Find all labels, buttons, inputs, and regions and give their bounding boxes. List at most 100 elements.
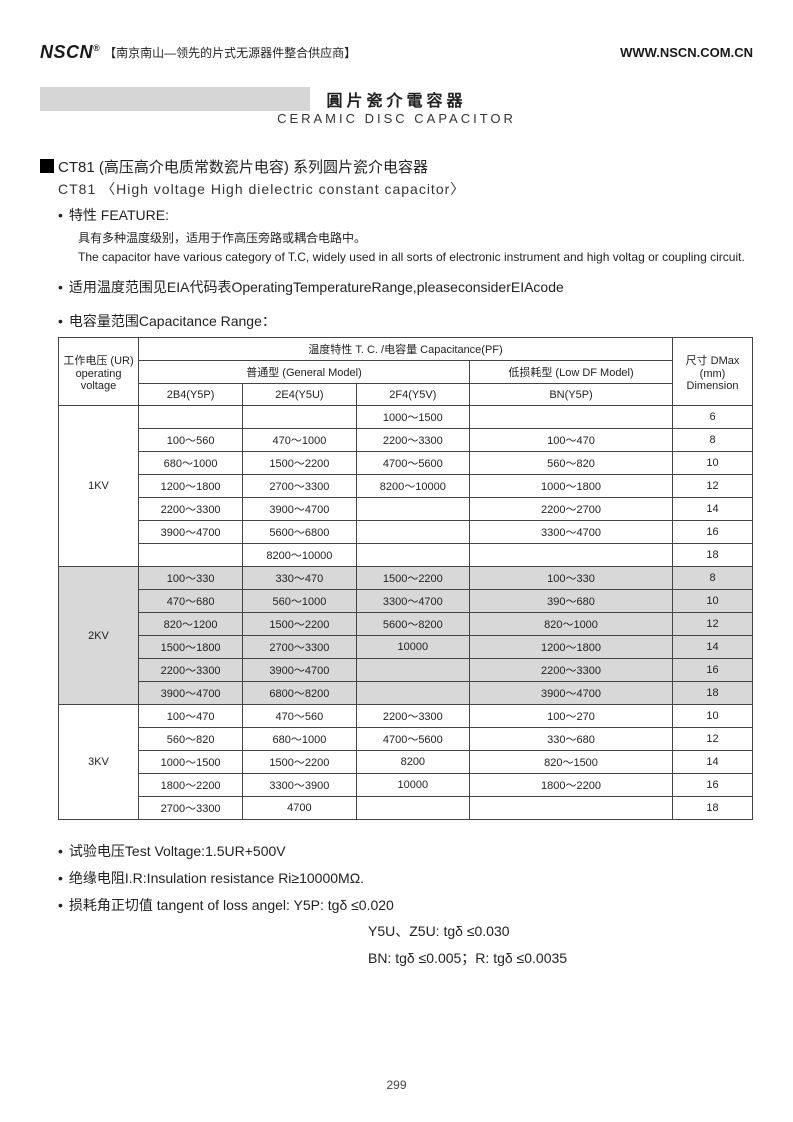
spec-tangent: •损耗角正切值 tangent of loss angel: Y5P: tgδ …	[58, 892, 753, 919]
table-cell	[356, 544, 469, 567]
table-cell: 680～1000	[139, 452, 243, 475]
th-voltage: 工作电压 (UR) operating voltage	[59, 338, 139, 406]
table-cell: 18	[673, 797, 753, 820]
feature-text-en: The capacitor have various category of T…	[78, 248, 753, 267]
table-cell: 18	[673, 682, 753, 705]
table-cell: 12	[673, 728, 753, 751]
spec-tangent1-text: 损耗角正切值 tangent of loss angel: Y5P: tgδ ≤…	[69, 892, 394, 919]
brand-block: NSCN® 【南京南山—领先的片式无源器件整合供应商】	[40, 42, 356, 63]
spec-tangent3-text: BN: tgδ ≤0.005；R: tgδ ≤0.0035	[368, 945, 753, 972]
table-cell: 820～1200	[139, 613, 243, 636]
table-cell: 1000～1500	[139, 751, 243, 774]
specs-block: •试验电压Test Voltage:1.5UR+500V •绝缘电阻I.R:In…	[58, 838, 753, 971]
table-cell	[470, 797, 673, 820]
table-cell: 3900～4700	[243, 498, 356, 521]
table-cell: 12	[673, 613, 753, 636]
table-cell: 1000～1800	[470, 475, 673, 498]
table-cell: 3900～4700	[139, 682, 243, 705]
voltage-cell: 2KV	[59, 567, 139, 705]
table-cell: 18	[673, 544, 753, 567]
title-cn: 圓片瓷介電容器	[40, 87, 753, 111]
table-cell: 8200～10000	[356, 475, 469, 498]
table-cell: 3300～4700	[470, 521, 673, 544]
table-cell: 560～820	[470, 452, 673, 475]
table-cell: 100～560	[139, 429, 243, 452]
voltage-cell: 3KV	[59, 705, 139, 820]
table-cell: 1200～1800	[470, 636, 673, 659]
brand-logo: NSCN®	[40, 42, 100, 63]
table-cell: 4700	[243, 797, 356, 820]
spec-insulation-text: 绝缘电阻I.R:Insulation resistance Ri≥10000MΩ…	[69, 865, 364, 892]
brand-url: WWW.NSCN.COM.CN	[620, 45, 753, 60]
bullet-dot: •	[58, 208, 63, 222]
table-cell: 2200～3300	[470, 659, 673, 682]
table-cell: 16	[673, 521, 753, 544]
table-cell: 470～680	[139, 590, 243, 613]
table-cell: 100～330	[470, 567, 673, 590]
table-cell: 2700～3300	[139, 797, 243, 820]
capacitance-table-block: 工作电压 (UR) operating voltage 温度特性 T. C. /…	[58, 337, 753, 820]
th-lowdf: 低损耗型 (Low DF Model)	[470, 361, 673, 384]
table-cell	[356, 682, 469, 705]
table-cell: 560～1000	[243, 590, 356, 613]
table-cell: 10000	[356, 774, 469, 797]
table-cell: 14	[673, 636, 753, 659]
table-cell: 1500～2200	[243, 751, 356, 774]
black-square-icon	[40, 159, 54, 173]
title-block: 圓片瓷介電容器 CERAMIC DISC CAPACITOR	[40, 87, 753, 126]
table-cell: 8	[673, 567, 753, 590]
voltage-cell: 1KV	[59, 406, 139, 567]
table-cell	[356, 797, 469, 820]
page-number: 299	[0, 1078, 793, 1092]
table-cell: 2200～3300	[356, 429, 469, 452]
spec-test-voltage: •试验电压Test Voltage:1.5UR+500V	[58, 838, 753, 865]
table-cell: 1200～1800	[139, 475, 243, 498]
cap-range-row: • 电容量范围Capacitance Range：	[58, 311, 753, 331]
table-cell: 8200	[356, 751, 469, 774]
feature-body: 具有多种温度级别，适用于作高压旁路或耦合电路中。 The capacitor h…	[78, 229, 753, 267]
th-c3: 2F4(Y5V)	[356, 384, 469, 406]
table-cell	[356, 521, 469, 544]
table-cell: 6800～8200	[243, 682, 356, 705]
th-c2: 2E4(Y5U)	[243, 384, 356, 406]
cap-range-label: 电容量范围Capacitance Range：	[69, 311, 276, 331]
table-cell: 1500～1800	[139, 636, 243, 659]
table-cell: 4700～5600	[356, 728, 469, 751]
th-c4: BN(Y5P)	[470, 384, 673, 406]
table-cell: 2200～2700	[470, 498, 673, 521]
feature-text-cn: 具有多种温度级别，适用于作高压旁路或耦合电路中。	[78, 229, 753, 248]
spec-tangent2-text: Y5U、Z5U: tgδ ≤0.030	[368, 918, 753, 945]
spec-insulation: •绝缘电阻I.R:Insulation resistance Ri≥10000M…	[58, 865, 753, 892]
table-cell: 1800～2200	[470, 774, 673, 797]
table-cell: 470～560	[243, 705, 356, 728]
table-cell: 3900～4700	[470, 682, 673, 705]
th-general: 普通型 (General Model)	[139, 361, 470, 384]
feature-label: 特性 FEATURE:	[69, 205, 169, 225]
table-cell	[356, 659, 469, 682]
brand-reg: ®	[93, 43, 100, 53]
table-cell: 2700～3300	[243, 636, 356, 659]
section-title-cn: CT81 (高压高介电质常数瓷片电容) 系列圆片瓷介电容器	[58, 156, 428, 177]
temp-range-text: 适用温度范围见EIA代码表OperatingTemperatureRange,p…	[69, 277, 564, 297]
table-cell: 3900～4700	[243, 659, 356, 682]
table-cell: 1500～2200	[356, 567, 469, 590]
table-cell	[356, 498, 469, 521]
table-cell: 2700～3300	[243, 475, 356, 498]
section-heading: CT81 (高压高介电质常数瓷片电容) 系列圆片瓷介电容器	[40, 156, 753, 177]
table-cell: 10	[673, 705, 753, 728]
table-cell: 820～1000	[470, 613, 673, 636]
table-cell: 680～1000	[243, 728, 356, 751]
table-cell: 3300～4700	[356, 590, 469, 613]
th-tc: 温度特性 T. C. /电容量 Capacitance(PF)	[139, 338, 673, 361]
page-header: NSCN® 【南京南山—领先的片式无源器件整合供应商】 WWW.NSCN.COM…	[40, 42, 753, 63]
table-cell	[470, 544, 673, 567]
table-cell: 100～270	[470, 705, 673, 728]
bullet-dot: •	[58, 280, 63, 294]
table-cell: 2200～3300	[139, 498, 243, 521]
title-en: CERAMIC DISC CAPACITOR	[40, 111, 753, 126]
table-cell: 1500～2200	[243, 452, 356, 475]
table-cell: 100～330	[139, 567, 243, 590]
temp-range-row: • 适用温度范围见EIA代码表OperatingTemperatureRange…	[58, 277, 753, 297]
table-cell: 16	[673, 659, 753, 682]
table-cell	[470, 406, 673, 429]
